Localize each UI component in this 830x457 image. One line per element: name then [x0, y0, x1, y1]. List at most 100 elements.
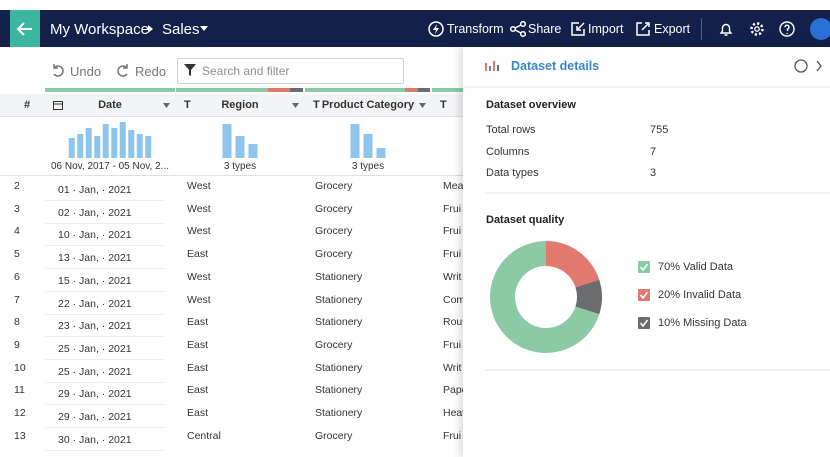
row-number: 7: [14, 293, 20, 306]
column-menu[interactable]: [292, 103, 300, 109]
overview-value: 3: [650, 167, 657, 179]
cell: East: [187, 407, 209, 419]
notifications-icon[interactable]: [718, 21, 734, 37]
row-number: 8: [14, 316, 20, 329]
caret: [163, 103, 170, 108]
histogram-bar: [350, 124, 360, 158]
transform-icon: [428, 21, 444, 37]
quality-bar: [418, 88, 430, 92]
row-separator: [45, 404, 165, 406]
cell: West: [187, 225, 211, 238]
overview-label: Columns: [486, 145, 530, 158]
panel-title: Dataset details: [511, 59, 600, 73]
histogram-bar: [85, 128, 92, 158]
column-name[interactable]: Date: [98, 99, 122, 111]
cell: 22 · Jan, · 2021: [58, 297, 132, 310]
column-menu[interactable]: [163, 103, 171, 109]
quality-bar: [432, 88, 472, 92]
histogram-bar: [102, 124, 109, 158]
cell: Grocery: [315, 338, 353, 351]
column-type-icon: T: [440, 99, 447, 111]
cell: Writ: [443, 270, 462, 283]
row-separator: [45, 449, 165, 451]
header-divider: [701, 18, 702, 40]
histogram-bar: [128, 130, 135, 158]
avatar[interactable]: [810, 18, 830, 40]
column-histogram: [222, 124, 258, 158]
quality-bar: [268, 88, 290, 92]
legend-check: [639, 319, 649, 328]
header-action[interactable]: Transform: [447, 22, 504, 36]
cell: Grocery: [315, 202, 353, 215]
quality-bar: [176, 88, 268, 92]
undo-button[interactable]: Undo: [70, 64, 102, 79]
breadcrumb-arrow: [148, 25, 153, 33]
header-bar: [0, 10, 830, 47]
panel-icon-bar: [493, 61, 495, 71]
search-placeholder: Search and filter: [202, 64, 290, 78]
settings-icon[interactable]: [749, 21, 765, 37]
section-title: Dataset overview: [486, 99, 576, 111]
cell: East: [187, 361, 209, 374]
cell: Central: [187, 429, 221, 442]
histogram-bar: [145, 136, 152, 158]
column-type-icon: T: [184, 99, 191, 111]
cell: 25 · Jan, · 2021: [58, 342, 132, 355]
row-separator: [45, 381, 165, 383]
row-number: 5: [14, 248, 20, 261]
panel-icon-bar: [497, 65, 499, 71]
column-menu[interactable]: [419, 103, 427, 109]
date-type-icon: [53, 101, 63, 110]
header-action[interactable]: Export: [654, 22, 691, 36]
legend-label: 70% Valid Data: [658, 261, 734, 273]
histogram-bar: [119, 122, 126, 158]
profile-divider: [0, 175, 470, 176]
legend-checkbox: [638, 289, 650, 301]
column-type-icon: T: [313, 99, 320, 111]
row-number: 3: [14, 202, 20, 215]
column-name[interactable]: Product Category: [321, 99, 415, 111]
histogram-bar: [111, 128, 118, 158]
header-action[interactable]: Share: [528, 22, 562, 36]
dataset-name[interactable]: Sales: [162, 21, 200, 38]
cell: East: [187, 316, 209, 329]
legend-label: 20% Invalid Data: [658, 289, 742, 301]
cell: Rour: [443, 316, 466, 329]
row-number: 9: [14, 338, 20, 351]
search-box[interactable]: [177, 58, 404, 84]
import-icon: [571, 22, 585, 36]
cell: Grocery: [315, 248, 353, 261]
cell: Mea: [443, 180, 464, 192]
row-number-header: #: [24, 99, 31, 111]
cell: 25 · Jan, · 2021: [58, 365, 132, 378]
donut-segment: [546, 241, 600, 288]
overview-label: Data types: [486, 167, 539, 179]
workspace-name[interactable]: My Workspace: [50, 21, 149, 38]
cell: Grocery: [315, 225, 353, 238]
cell: Stationery: [315, 361, 363, 374]
cell: Stationery: [315, 293, 363, 306]
panel-icon-bar: [485, 63, 487, 71]
donut-segment: [490, 241, 600, 354]
row-separator: [45, 427, 165, 428]
column-name[interactable]: Region: [221, 99, 259, 111]
row-separator: [45, 222, 165, 224]
quality-bar: [305, 88, 405, 92]
histogram-bar: [68, 138, 75, 158]
legend-check: [639, 291, 649, 300]
cell: Writ: [443, 361, 462, 374]
cell: Grocery: [315, 429, 353, 442]
help-icon[interactable]: [779, 21, 795, 37]
row-number: 10: [14, 361, 26, 374]
column-summary: 3 types: [351, 161, 385, 172]
legend-checkbox: [638, 317, 650, 329]
share-icon: [510, 21, 526, 37]
cell: 13 · Jan, · 2021: [58, 252, 132, 265]
column-histogram: [350, 124, 386, 158]
column-header-row: [0, 94, 470, 117]
cell: Frui: [443, 429, 462, 442]
header-action[interactable]: Import: [588, 22, 624, 36]
redo-button[interactable]: Redo: [135, 64, 167, 79]
histogram-bar: [376, 148, 386, 158]
column-histogram: [68, 122, 152, 158]
